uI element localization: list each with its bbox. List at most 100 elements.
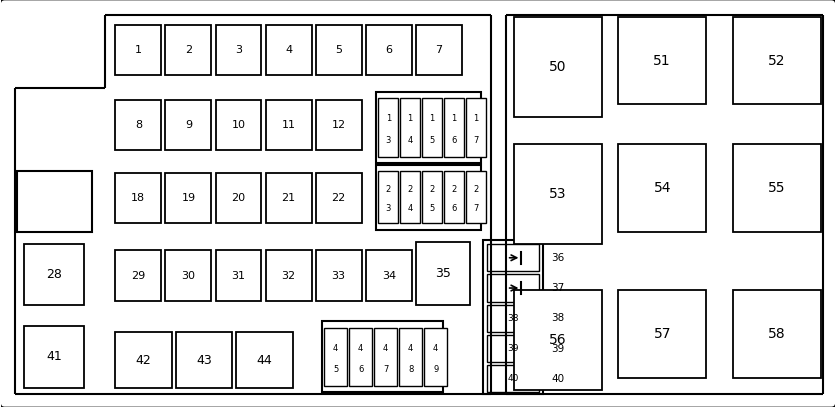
Bar: [316, 25, 362, 75]
Text: 8: 8: [408, 365, 413, 374]
Bar: [375, 328, 397, 386]
Text: 37: 37: [552, 283, 565, 293]
Bar: [166, 173, 212, 223]
Text: 51: 51: [654, 54, 671, 68]
Bar: [366, 250, 412, 300]
Text: 22: 22: [332, 193, 346, 203]
Bar: [400, 171, 420, 223]
Bar: [23, 244, 84, 305]
Bar: [115, 100, 161, 150]
Bar: [487, 365, 539, 392]
Text: 1: 1: [135, 45, 142, 55]
Bar: [514, 144, 602, 244]
Text: 21: 21: [282, 193, 296, 203]
Text: 33: 33: [332, 271, 346, 280]
Bar: [422, 171, 442, 223]
Bar: [619, 290, 706, 378]
Text: 1: 1: [385, 114, 391, 123]
Text: 4: 4: [383, 344, 388, 352]
Bar: [176, 332, 232, 388]
Bar: [316, 173, 362, 223]
Text: 1: 1: [407, 114, 413, 123]
Bar: [166, 100, 212, 150]
Text: 28: 28: [46, 268, 62, 281]
Text: 50: 50: [549, 60, 567, 74]
Text: 38: 38: [507, 314, 518, 323]
Bar: [216, 173, 262, 223]
Text: 7: 7: [473, 204, 478, 213]
Bar: [166, 25, 212, 75]
Text: 31: 31: [232, 271, 246, 280]
Text: 39: 39: [507, 344, 518, 353]
Text: 11: 11: [282, 120, 296, 130]
Text: 1: 1: [430, 114, 435, 123]
Text: 4: 4: [333, 344, 339, 352]
Bar: [316, 100, 362, 150]
Text: 6: 6: [451, 136, 456, 144]
Text: 20: 20: [232, 193, 246, 203]
Bar: [266, 100, 312, 150]
Bar: [487, 274, 539, 302]
Text: 2: 2: [451, 185, 456, 194]
Text: 12: 12: [332, 120, 346, 130]
Bar: [216, 100, 262, 150]
Bar: [733, 290, 821, 378]
Text: 42: 42: [135, 354, 151, 367]
Text: 2: 2: [430, 185, 435, 194]
Text: 9: 9: [433, 365, 438, 374]
Bar: [466, 171, 486, 223]
Bar: [466, 98, 486, 157]
Bar: [416, 25, 461, 75]
Bar: [349, 328, 372, 386]
Text: 6: 6: [385, 45, 392, 55]
Bar: [444, 171, 464, 223]
Text: 10: 10: [232, 120, 246, 130]
Text: 4: 4: [407, 204, 413, 213]
Text: 1: 1: [473, 114, 478, 123]
Text: 1: 1: [451, 114, 456, 123]
Text: 3: 3: [385, 204, 391, 213]
Text: 7: 7: [436, 45, 442, 55]
Text: 32: 32: [282, 271, 296, 280]
Bar: [324, 328, 347, 386]
Bar: [400, 328, 422, 386]
Text: 4: 4: [408, 344, 413, 352]
Bar: [366, 25, 412, 75]
Text: 52: 52: [768, 54, 786, 68]
Text: 34: 34: [382, 271, 395, 280]
Text: 18: 18: [131, 193, 145, 203]
Bar: [379, 98, 398, 157]
Text: 7: 7: [473, 136, 478, 144]
Text: 3: 3: [235, 45, 242, 55]
Text: 5: 5: [430, 204, 435, 213]
Bar: [424, 328, 447, 386]
Text: 54: 54: [654, 181, 671, 195]
Text: 3: 3: [385, 136, 391, 144]
Bar: [514, 17, 602, 117]
Text: 19: 19: [181, 193, 196, 203]
Text: 40: 40: [507, 374, 518, 383]
Bar: [237, 332, 293, 388]
Bar: [376, 165, 481, 230]
Bar: [316, 250, 362, 300]
Text: 57: 57: [654, 327, 671, 341]
Bar: [23, 326, 84, 388]
Text: 56: 56: [549, 333, 567, 347]
Text: 58: 58: [768, 327, 786, 341]
Bar: [733, 144, 821, 232]
Bar: [115, 250, 161, 300]
Text: 4: 4: [433, 344, 438, 352]
Bar: [416, 242, 470, 305]
Text: 4: 4: [407, 136, 413, 144]
Text: 4: 4: [358, 344, 363, 352]
Text: 43: 43: [196, 354, 212, 367]
Bar: [216, 25, 262, 75]
Bar: [514, 290, 602, 390]
Bar: [322, 322, 443, 392]
Text: 2: 2: [407, 185, 413, 194]
Bar: [166, 250, 212, 300]
Text: 39: 39: [552, 344, 565, 354]
Bar: [216, 250, 262, 300]
Text: 29: 29: [131, 271, 145, 280]
Bar: [487, 244, 539, 271]
